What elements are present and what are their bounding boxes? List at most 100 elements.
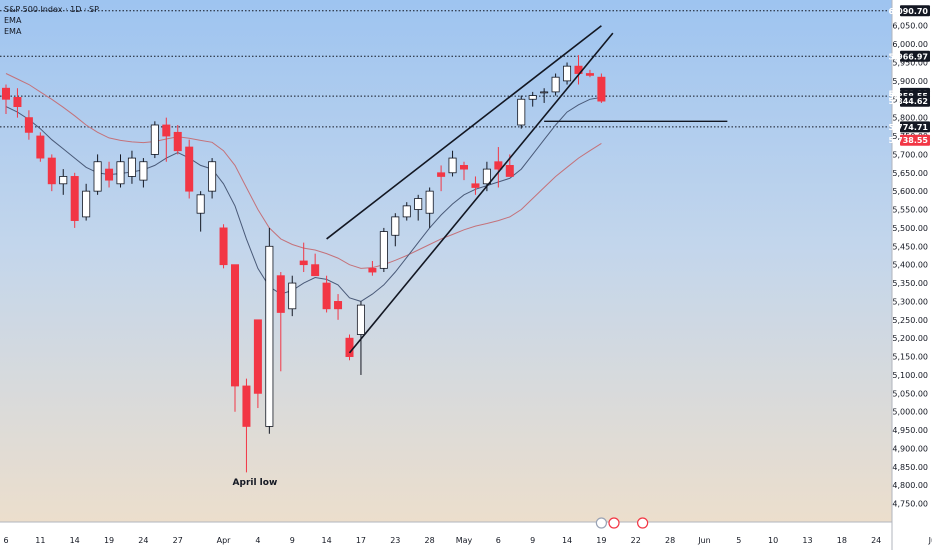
x-tick-label: 9 (530, 536, 535, 545)
candle[interactable] (150, 124, 159, 155)
legend-title[interactable]: S&P 500 Index · 1D · SP (4, 5, 99, 14)
candle[interactable] (345, 337, 354, 357)
candle[interactable] (13, 97, 22, 108)
price-level-label: 5,774.71 (889, 123, 929, 132)
y-tick-label: 4,750.00 (892, 500, 928, 509)
candle[interactable] (585, 73, 594, 76)
candle[interactable] (82, 190, 91, 218)
x-tick-label: 5 (736, 536, 741, 545)
y-tick-label: 5,050.00 (892, 389, 928, 398)
y-tick-label: 4,850.00 (892, 463, 928, 472)
y-tick-label: 5,950.00 (892, 58, 928, 67)
candle[interactable] (494, 161, 503, 170)
upper-wedge-line[interactable] (326, 25, 602, 240)
candle[interactable] (368, 267, 377, 273)
candle[interactable] (24, 117, 33, 133)
y-tick-label: 5,400.00 (892, 261, 928, 270)
candle[interactable] (334, 301, 343, 310)
chart-legend: S&P 500 Index · 1D · SP EMA EMA (4, 4, 99, 37)
candle[interactable] (459, 165, 468, 170)
candle[interactable] (528, 95, 537, 100)
candle[interactable] (299, 260, 308, 266)
candle[interactable] (517, 98, 526, 126)
candle[interactable] (185, 146, 194, 192)
x-tick-label: 4 (255, 536, 260, 545)
x-tick-label: 18 (837, 536, 847, 545)
economic-event-icon[interactable] (637, 517, 649, 529)
candle[interactable] (196, 194, 205, 214)
x-tick-label: 14 (562, 536, 572, 545)
x-tick-label: 28 (665, 536, 675, 545)
candle[interactable] (448, 157, 457, 174)
price-level-badge[interactable] (900, 50, 930, 62)
x-tick-label: Jul (928, 536, 932, 545)
candle[interactable] (2, 87, 10, 100)
y-tick-label: 4,900.00 (892, 444, 928, 453)
annotation-april-low: April low (233, 478, 278, 488)
candle[interactable] (36, 135, 45, 159)
candle[interactable] (219, 227, 228, 266)
x-tick-label: 19 (596, 536, 606, 545)
y-tick-label: 5,150.00 (892, 353, 928, 362)
candle[interactable] (162, 124, 171, 137)
y-tick-label: 5,650.00 (892, 169, 928, 178)
candle[interactable] (402, 205, 411, 218)
legend-ema-2[interactable]: EMA (4, 27, 22, 36)
y-tick-label: 5,300.00 (892, 297, 928, 306)
candle[interactable] (391, 216, 400, 236)
economic-event-icon[interactable] (608, 517, 620, 529)
x-tick-label: 27 (173, 536, 183, 545)
y-tick-label: 6,050.00 (892, 22, 928, 31)
candle[interactable] (379, 231, 388, 269)
candle[interactable] (242, 385, 251, 427)
candle[interactable] (540, 91, 549, 94)
time-axis[interactable] (0, 522, 892, 550)
economic-event-icon[interactable] (595, 517, 608, 529)
y-tick-label: 6,000.00 (892, 40, 928, 49)
candle[interactable] (288, 282, 297, 310)
price-level-badge[interactable] (900, 121, 930, 133)
x-tick-label: 6 (3, 536, 8, 545)
legend-ema-1[interactable]: EMA (4, 16, 22, 25)
candle[interactable] (265, 245, 274, 427)
candle[interactable] (59, 176, 68, 185)
candle[interactable] (482, 168, 491, 185)
candle[interactable] (105, 168, 114, 181)
candle[interactable] (139, 161, 148, 181)
y-tick-label: 5,800.00 (892, 114, 928, 123)
price-level-label: 5,844.62 (889, 97, 928, 106)
candle[interactable] (127, 157, 136, 177)
candle[interactable] (208, 161, 217, 192)
candle[interactable] (93, 161, 102, 192)
price-level-badge[interactable] (900, 95, 930, 107)
price-level-label: 5,966.97 (889, 52, 928, 61)
candle[interactable] (173, 131, 182, 152)
lower-wedge-line[interactable] (348, 32, 614, 354)
candle[interactable] (414, 198, 423, 210)
candle[interactable] (551, 76, 560, 93)
y-tick-label: 5,100.00 (892, 371, 928, 380)
candle[interactable] (597, 76, 606, 102)
candle[interactable] (437, 172, 446, 177)
candle[interactable] (253, 319, 262, 394)
price-level-badge[interactable] (900, 5, 930, 17)
candle[interactable] (116, 161, 125, 185)
price-level-badge[interactable] (900, 134, 930, 146)
price-level-label: 5,738.55 (889, 136, 929, 145)
candle[interactable] (425, 190, 434, 214)
candle[interactable] (356, 304, 365, 335)
candle[interactable] (322, 282, 331, 310)
y-tick-label: 5,500.00 (892, 224, 928, 233)
candle[interactable] (505, 165, 514, 177)
candle[interactable] (276, 275, 285, 313)
candle[interactable] (471, 183, 480, 188)
x-tick-label: 23 (390, 536, 400, 545)
candle[interactable] (230, 264, 239, 387)
candle[interactable] (563, 65, 572, 82)
candle[interactable] (70, 176, 79, 221)
y-tick-label: 5,200.00 (892, 334, 928, 343)
candle[interactable] (47, 157, 56, 185)
candle[interactable] (311, 264, 320, 277)
y-tick-label: 4,800.00 (892, 481, 928, 490)
